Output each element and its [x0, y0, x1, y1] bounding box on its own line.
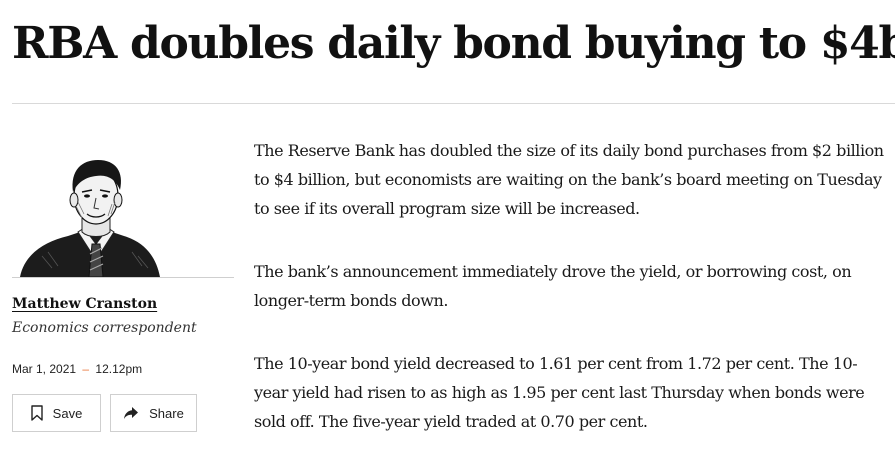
share-arrow-icon	[124, 407, 139, 419]
share-button[interactable]: Share	[110, 394, 197, 432]
author-portrait	[12, 156, 234, 277]
author-portrait-illustration	[20, 160, 160, 277]
headline-divider	[12, 103, 895, 104]
save-label: Save	[52, 405, 83, 421]
publish-date: Mar 1, 2021	[12, 362, 77, 376]
article-paragraph: The Reserve Bank has doubled the size of…	[254, 141, 884, 218]
article-body: The Reserve Bank has doubled the size of…	[254, 136, 884, 470]
bookmark-icon	[30, 405, 43, 421]
author-role: Economics correspondent	[12, 320, 197, 336]
save-button[interactable]: Save	[12, 394, 101, 432]
publish-time: 12.12pm	[95, 362, 143, 376]
article-paragraph: The 10-year bond yield decreased to 1.61…	[254, 354, 865, 431]
article-headline: RBA doubles daily bond buying to $4b	[12, 18, 895, 69]
author-name-link[interactable]: Matthew Cranston	[12, 296, 158, 312]
share-label: Share	[149, 405, 184, 421]
article-paragraph: The bank’s announcement immediately drov…	[254, 262, 852, 310]
publish-dateline: Mar 1, 2021 – 12.12pm	[12, 360, 142, 378]
portrait-divider	[12, 277, 234, 278]
date-separator: –	[82, 362, 90, 376]
